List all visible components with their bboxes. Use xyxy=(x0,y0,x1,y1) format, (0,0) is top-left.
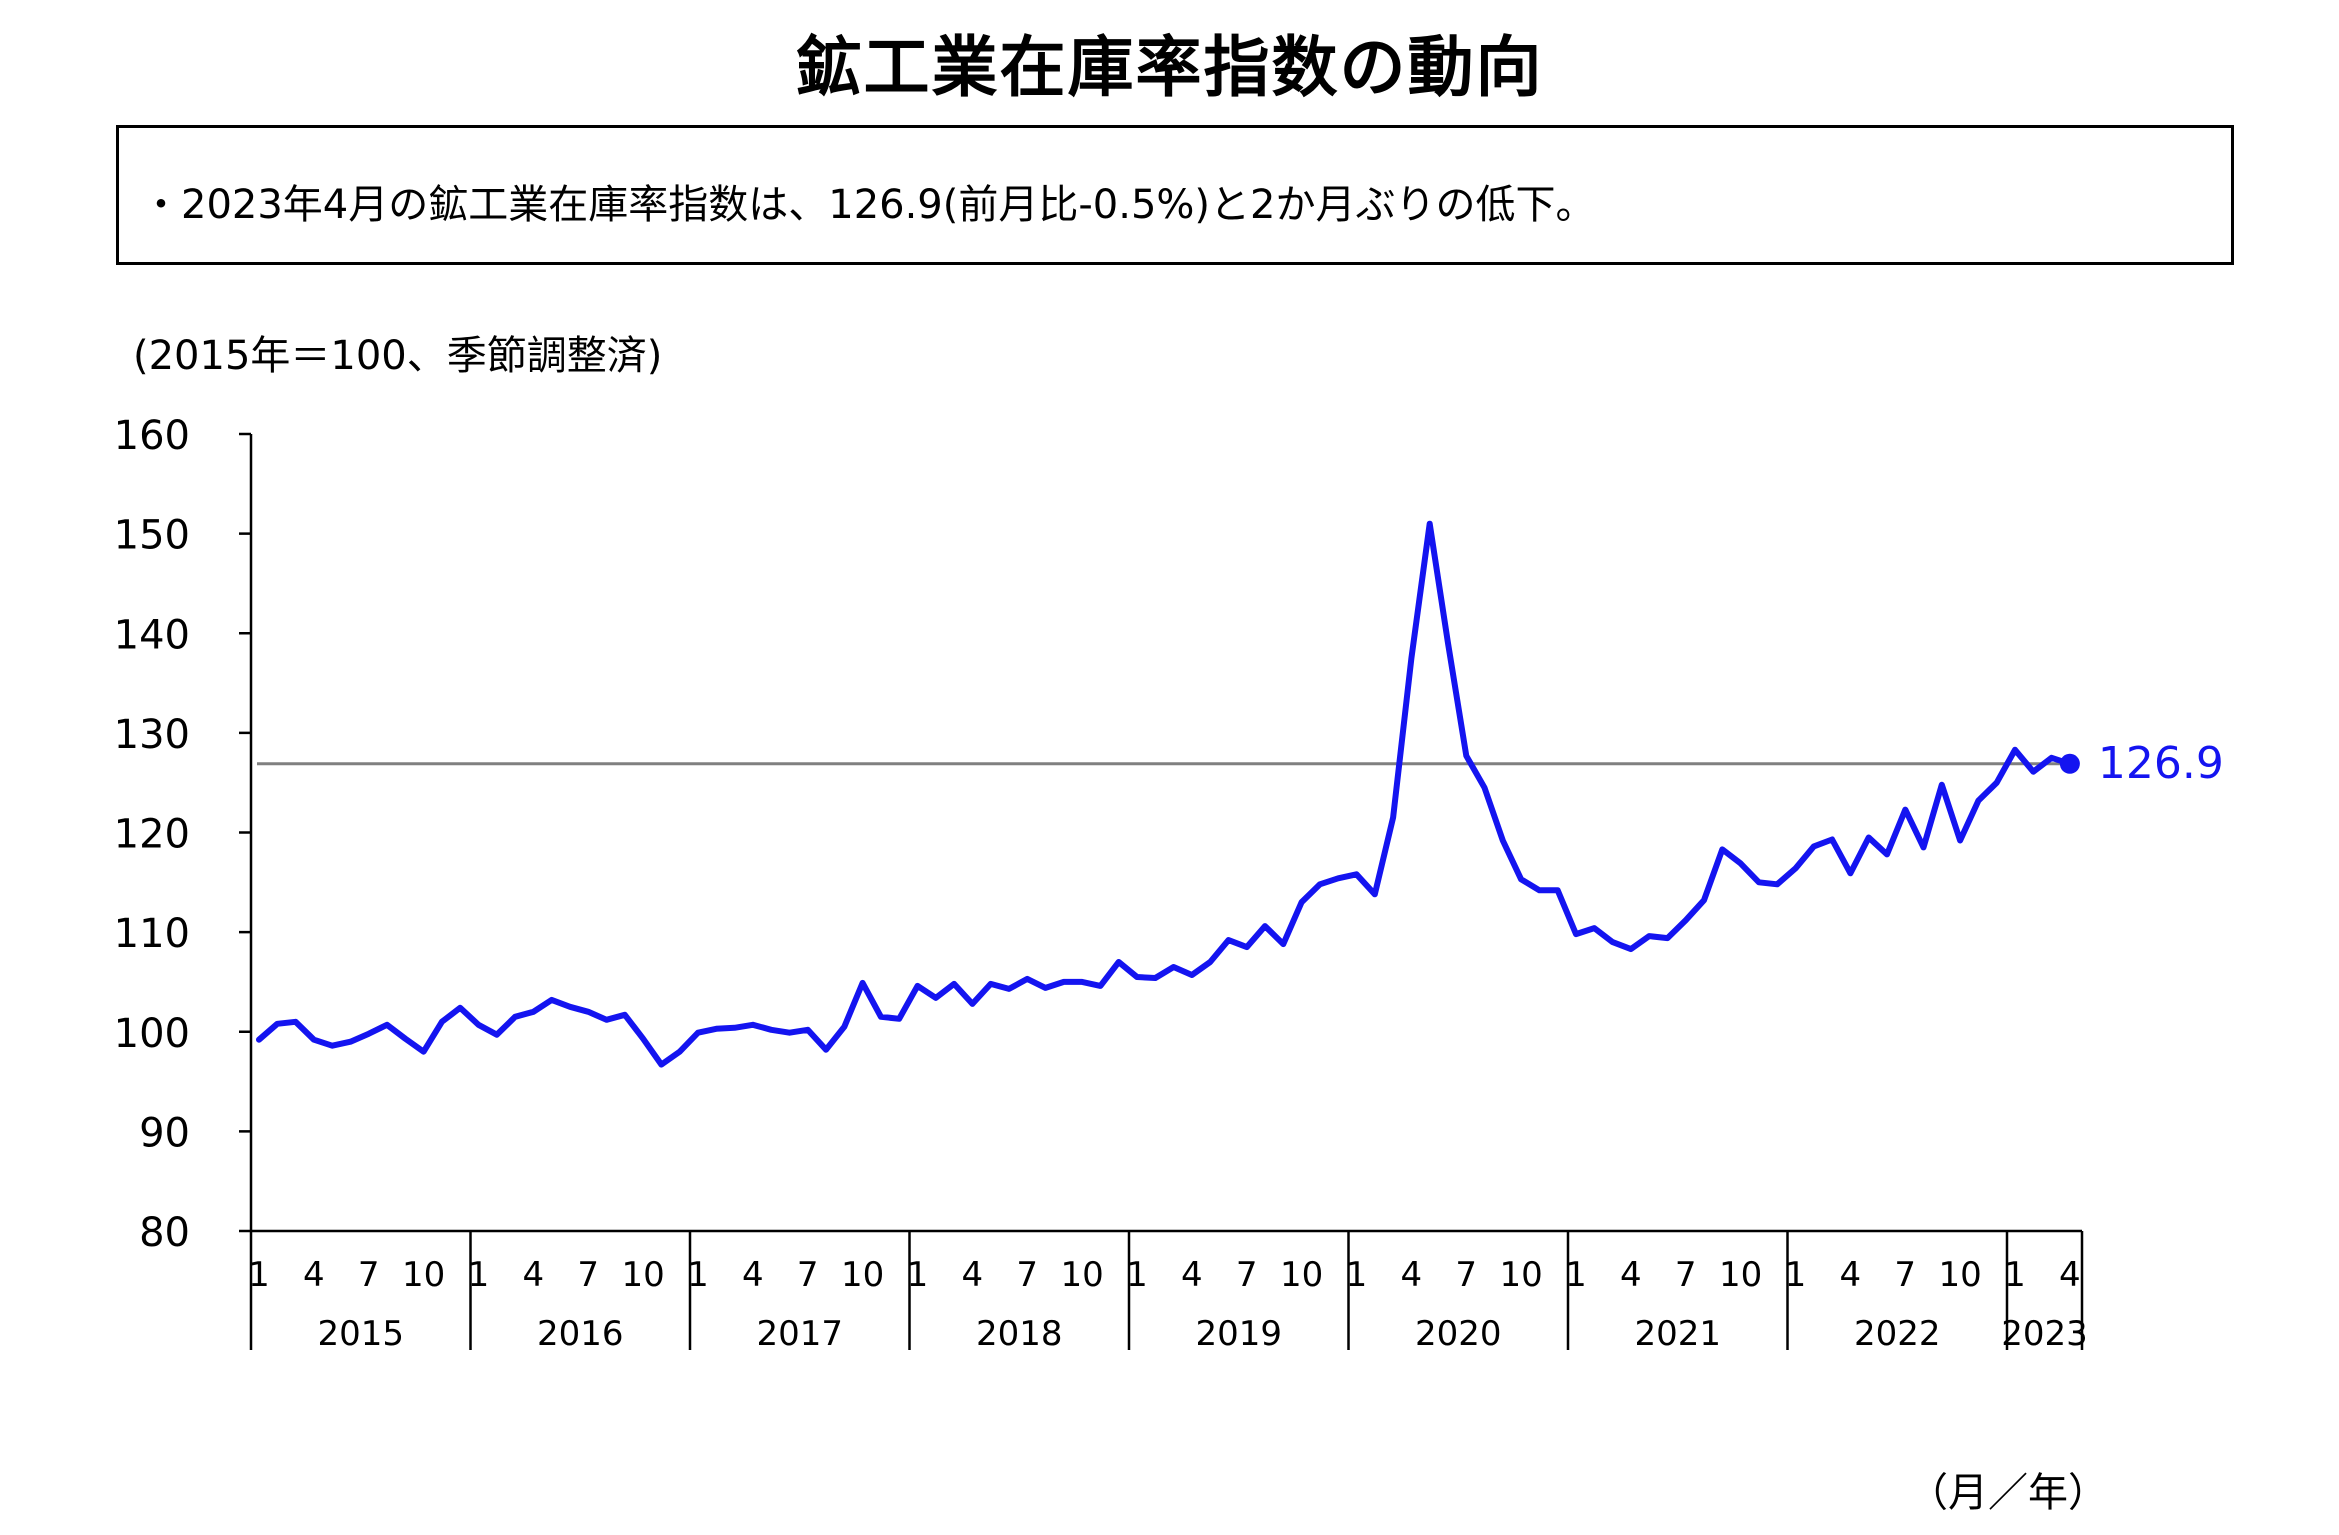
x-month-label: 1 xyxy=(1565,1255,1587,1295)
x-month-label: 1 xyxy=(248,1255,270,1295)
x-month-label: 10 xyxy=(1719,1255,1762,1295)
last-point-label: 126.9 xyxy=(2098,738,2224,789)
x-month-label: 7 xyxy=(358,1255,380,1295)
last-point-marker xyxy=(2059,753,2080,774)
x-month-label: 10 xyxy=(1938,1255,1981,1295)
x-month-label: 4 xyxy=(303,1255,325,1295)
x-month-label: 1 xyxy=(1346,1255,1368,1295)
x-year-label: 2020 xyxy=(1415,1314,1502,1354)
x-month-label: 7 xyxy=(1894,1255,1916,1295)
x-month-label: 1 xyxy=(2004,1255,2026,1295)
x-month-label: 1 xyxy=(687,1255,709,1295)
x-month-label: 7 xyxy=(1675,1255,1697,1295)
x-year-label: 2015 xyxy=(317,1314,404,1354)
x-month-label: 4 xyxy=(1840,1255,1862,1295)
y-axis-ticks: 80 90 100 110 120 130 140 150 160 xyxy=(114,413,251,1256)
y-tick-label: 130 xyxy=(114,712,190,758)
x-month-label: 1 xyxy=(468,1255,490,1295)
y-tick-label: 90 xyxy=(139,1110,190,1156)
x-month-label: 7 xyxy=(577,1255,599,1295)
x-year-label: 2018 xyxy=(976,1314,1063,1354)
x-month-label: 4 xyxy=(2059,1255,2081,1295)
x-month-label: 10 xyxy=(621,1255,664,1295)
x-month-label: 4 xyxy=(1401,1255,1423,1295)
x-year-label: 2023 xyxy=(2001,1314,2088,1354)
x-month-label: 7 xyxy=(1236,1255,1258,1295)
x-month-label: 1 xyxy=(1126,1255,1148,1295)
series-line xyxy=(256,520,2073,1068)
y-tick-label: 160 xyxy=(114,413,190,459)
y-tick-label: 140 xyxy=(114,612,190,658)
x-month-label: 4 xyxy=(962,1255,984,1295)
x-year-label: 2019 xyxy=(1195,1314,1282,1354)
x-year-label: 2022 xyxy=(1854,1314,1941,1354)
x-month-label: 1 xyxy=(907,1255,929,1295)
x-month-label: 7 xyxy=(797,1255,819,1295)
x-year-label: 2017 xyxy=(756,1314,843,1354)
x-month-label: 7 xyxy=(1016,1255,1038,1295)
x-month-label: 10 xyxy=(841,1255,884,1295)
y-tick-label: 110 xyxy=(114,911,190,957)
summary-box: ・2023年4月の鉱工業在庫率指数は、126.9(前月比-0.5%)と2か月ぶり… xyxy=(116,125,2234,265)
y-axis-unit-note: (2015年＝100、季節調整済) xyxy=(133,333,663,379)
x-month-label: 1 xyxy=(1785,1255,1807,1295)
x-month-label: 4 xyxy=(1620,1255,1642,1295)
x-month-label: 10 xyxy=(1280,1255,1323,1295)
y-tick-label: 80 xyxy=(139,1210,190,1256)
series-group: 126.9 xyxy=(256,520,2224,1068)
chart-axes xyxy=(249,434,2082,1233)
x-year-label: 2021 xyxy=(1634,1314,1721,1354)
x-month-label: 4 xyxy=(742,1255,764,1295)
x-month-label: 7 xyxy=(1455,1255,1477,1295)
chart-title: 鉱工業在庫率指数の動向 xyxy=(795,29,1544,106)
x-month-label: 4 xyxy=(1181,1255,1203,1295)
y-tick-label: 100 xyxy=(114,1011,190,1057)
x-month-label: 10 xyxy=(1499,1255,1542,1295)
x-month-label: 4 xyxy=(523,1255,545,1295)
summary-text: ・2023年4月の鉱工業在庫率指数は、126.9(前月比-0.5%)と2か月ぶり… xyxy=(141,182,1596,228)
y-tick-label: 120 xyxy=(114,812,190,858)
x-year-label: 2016 xyxy=(537,1314,624,1354)
x-month-label: 10 xyxy=(1060,1255,1103,1295)
x-axis-unit-label: （月／年） xyxy=(1908,1470,2108,1516)
y-tick-label: 150 xyxy=(114,513,190,559)
x-month-label: 10 xyxy=(402,1255,445,1295)
